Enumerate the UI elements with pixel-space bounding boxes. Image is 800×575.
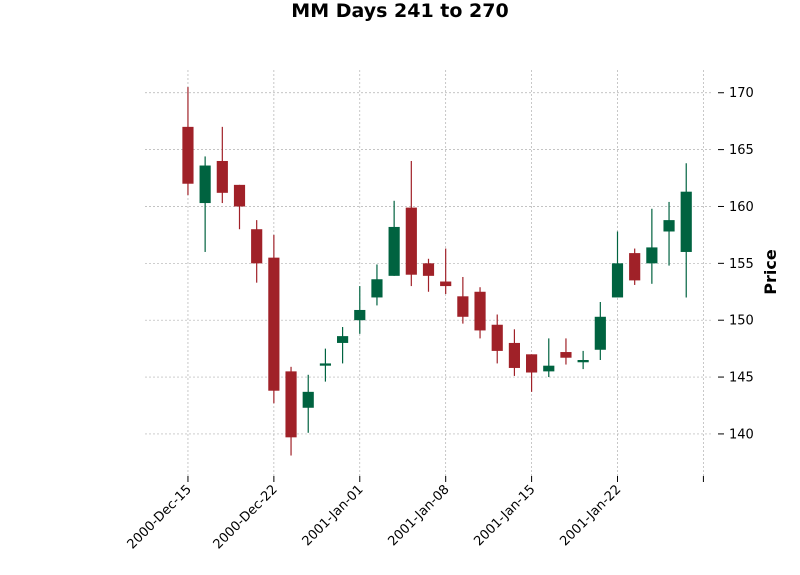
x-tick-label: 2001-Jan-08: [385, 482, 452, 549]
candle-body: [302, 391, 314, 408]
candle-down: [508, 329, 520, 376]
candle-body: [268, 257, 280, 391]
candle-down: [526, 354, 538, 392]
candle-up: [199, 156, 211, 252]
candle-body: [560, 352, 572, 358]
candle-body: [508, 342, 520, 368]
candle-body: [233, 184, 246, 207]
x-axis: 2000-Dec-15 2000-Dec-22 2001-Jan-01 2001-Ja…: [125, 476, 704, 552]
candle-body: [594, 316, 606, 350]
x-tick-label: 2000-Dec-15: [125, 482, 195, 552]
candle-body: [577, 360, 589, 363]
candle-body: [474, 291, 486, 331]
candle-body: [405, 207, 417, 275]
candle-down: [233, 184, 246, 230]
candle-body: [371, 279, 383, 298]
candle-body: [388, 226, 400, 276]
candle-down: [440, 248, 452, 295]
candle-body: [457, 296, 469, 317]
y-tick-label: 170: [729, 86, 754, 101]
candle-down: [182, 87, 194, 196]
candle-down: [422, 258, 435, 292]
candle-up: [680, 163, 692, 298]
candle-body: [440, 281, 452, 287]
candle-up: [319, 348, 331, 382]
y-tick-label: 155: [729, 257, 754, 272]
candle-body: [491, 324, 503, 351]
candle-down: [285, 366, 297, 456]
candle-down: [474, 287, 486, 339]
candle-body: [629, 253, 641, 281]
candle-body: [663, 220, 675, 232]
candle-up: [577, 350, 589, 370]
candle-body: [199, 165, 211, 204]
candle-body: [337, 336, 349, 343]
candle-down: [405, 160, 417, 287]
y-axis-label: Price: [761, 249, 780, 295]
y-tick-label: 150: [729, 314, 754, 329]
candle-up: [371, 264, 383, 306]
candle-body: [182, 126, 194, 184]
candle-down: [268, 234, 280, 404]
candle-body: [526, 354, 538, 373]
y-axis: 140 145 150 155 160 165 170: [718, 86, 754, 442]
y-tick-label: 145: [729, 371, 754, 386]
y-tick-label: 165: [729, 143, 754, 158]
candle-up: [388, 200, 400, 276]
candle-up: [337, 327, 349, 364]
candle-down: [491, 314, 503, 364]
candle-body: [319, 363, 331, 366]
candles-layer: [182, 87, 692, 456]
candle-up: [646, 208, 658, 284]
candle-up: [663, 201, 675, 266]
candle-body: [680, 191, 692, 252]
candle-up: [611, 231, 624, 298]
candle-up: [594, 302, 606, 360]
candle-down: [629, 248, 641, 285]
candle-down: [560, 338, 572, 365]
y-tick-label: 140: [729, 427, 754, 442]
candle-body: [611, 263, 624, 298]
candle-up: [302, 374, 314, 433]
candle-down: [216, 126, 228, 204]
candle-body: [646, 247, 658, 264]
candle-body: [285, 371, 297, 438]
candle-body: [543, 365, 555, 372]
candle-body: [354, 309, 366, 321]
candle-body: [422, 263, 435, 276]
x-tick-label: 2001-Jan-01: [300, 482, 367, 549]
candle-down: [457, 276, 469, 324]
candle-body: [216, 160, 228, 193]
x-tick-label: 2001-Jan-22: [557, 482, 624, 549]
candle-up: [543, 338, 555, 378]
x-tick-label: 2001-Jan-15: [471, 482, 538, 549]
x-tick-label: 2000-Dec-22: [211, 482, 281, 552]
y-tick-label: 160: [729, 200, 754, 215]
candle-body: [251, 229, 263, 264]
candle-down: [251, 220, 263, 283]
chart-title: MM Days 241 to 270: [291, 0, 508, 22]
candle-up: [354, 286, 366, 334]
